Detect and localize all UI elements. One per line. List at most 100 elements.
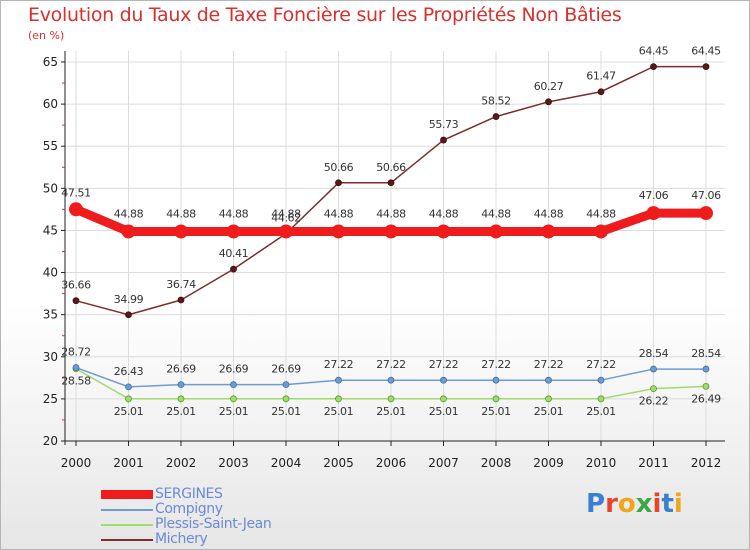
- data-point: [699, 206, 713, 221]
- data-label: 25.01: [376, 405, 406, 418]
- x-tick-label: 2006: [376, 456, 407, 470]
- data-label: 50.66: [324, 161, 354, 174]
- logo-letter: P: [586, 489, 606, 519]
- data-point: [230, 381, 237, 389]
- data-label: 36.66: [61, 279, 91, 292]
- data-label: 44.88: [429, 207, 459, 220]
- data-point: [492, 376, 500, 384]
- x-tick-label: 2005: [323, 456, 354, 470]
- x-tick-label: 2001: [113, 456, 144, 470]
- legend-swatch: [101, 490, 153, 499]
- x-tick-label: 2007: [428, 456, 459, 470]
- data-label: 44.88: [481, 207, 511, 220]
- data-label: 25.01: [114, 405, 144, 418]
- data-point: [279, 224, 293, 239]
- chart-title: Evolution du Taux de Taxe Foncière sur l…: [28, 4, 622, 26]
- y-tick-label: 30: [43, 350, 58, 364]
- logo-letter: i: [673, 489, 683, 519]
- y-tick-label: 35: [43, 308, 58, 322]
- data-point: [650, 63, 657, 71]
- data-point: [702, 382, 710, 390]
- data-point: [384, 224, 398, 239]
- data-point: [597, 88, 605, 96]
- data-label: 26.69: [166, 363, 196, 376]
- data-point: [646, 206, 661, 221]
- data-point: [335, 395, 342, 403]
- data-point: [331, 224, 346, 239]
- data-label: 25.01: [481, 405, 511, 418]
- data-label: 26.49: [691, 392, 721, 405]
- legend-swatch: [101, 523, 153, 526]
- legend-item: Plessis-Saint-Jean: [101, 517, 272, 532]
- data-label: 50.66: [376, 161, 406, 174]
- legend: SERGINES Compigny Plessis-Saint-Jean Micher…: [101, 486, 272, 547]
- x-tick-label: 2000: [61, 456, 92, 470]
- data-label: 28.54: [691, 347, 721, 360]
- data-label: 47.06: [691, 189, 721, 202]
- data-point: [597, 395, 605, 403]
- data-point: [440, 136, 447, 144]
- data-point: [387, 179, 395, 187]
- data-point: [597, 376, 605, 384]
- legend-item: Compigny: [101, 502, 271, 517]
- data-point: [650, 385, 657, 393]
- data-point: [174, 224, 188, 239]
- data-point: [177, 395, 185, 403]
- data-label: 55.73: [429, 118, 459, 131]
- data-label: 25.01: [271, 405, 301, 418]
- data-label: 44.88: [376, 207, 406, 220]
- data-label: 28.58: [61, 375, 91, 388]
- data-point: [72, 297, 80, 305]
- data-label: 44.88: [219, 207, 249, 220]
- logo-letter: i: [652, 489, 662, 519]
- data-label: 25.01: [586, 405, 616, 418]
- data-point: [282, 395, 290, 403]
- data-label: 44.88: [166, 207, 196, 220]
- logo-letter: r: [605, 489, 618, 519]
- data-label: 27.22: [534, 358, 564, 371]
- data-label: 27.22: [429, 358, 459, 371]
- legend-label: Michery: [155, 531, 208, 547]
- data-point: [125, 311, 132, 319]
- legend-label: SERGINES: [155, 486, 223, 502]
- data-label: 27.22: [324, 358, 354, 371]
- y-tick-label: 40: [43, 266, 58, 280]
- x-tick-label: 2008: [481, 456, 512, 470]
- chart-subtitle: (en %): [28, 29, 65, 42]
- x-tick-label: 2003: [218, 456, 249, 470]
- data-point: [282, 381, 290, 389]
- data-point: [125, 383, 132, 391]
- data-point: [440, 395, 447, 403]
- y-tick-label: 20: [43, 434, 58, 448]
- legend-label: Compigny: [155, 501, 223, 517]
- y-tick-label: 55: [43, 139, 58, 153]
- x-tick-label: 2010: [586, 456, 617, 470]
- data-label: 44.62: [271, 212, 301, 225]
- data-point: [226, 224, 241, 239]
- data-label: 47.51: [61, 186, 91, 199]
- x-tick-label: 2011: [638, 456, 669, 470]
- data-label: 25.01: [429, 405, 459, 418]
- data-point: [121, 224, 136, 239]
- data-point: [545, 395, 552, 403]
- y-tick-label: 45: [43, 223, 58, 237]
- data-label: 64.45: [639, 45, 669, 58]
- data-label: 61.47: [586, 70, 616, 83]
- data-label: 44.88: [114, 207, 144, 220]
- data-label: 58.52: [481, 95, 511, 108]
- data-label: 64.45: [691, 45, 721, 58]
- proxiti-logo: Proxiti: [586, 489, 683, 519]
- data-point: [387, 395, 395, 403]
- data-label: 25.01: [534, 405, 564, 418]
- data-point: [72, 364, 80, 371]
- data-label: 26.43: [114, 365, 144, 378]
- data-label: 47.06: [639, 189, 669, 202]
- x-tick-label: 2012: [691, 456, 722, 470]
- data-point: [650, 365, 657, 373]
- data-label: 26.69: [271, 363, 301, 376]
- legend-item: Michery: [101, 532, 271, 547]
- data-point: [335, 376, 342, 384]
- y-tick-label: 25: [43, 392, 58, 406]
- data-label: 25.01: [166, 405, 196, 418]
